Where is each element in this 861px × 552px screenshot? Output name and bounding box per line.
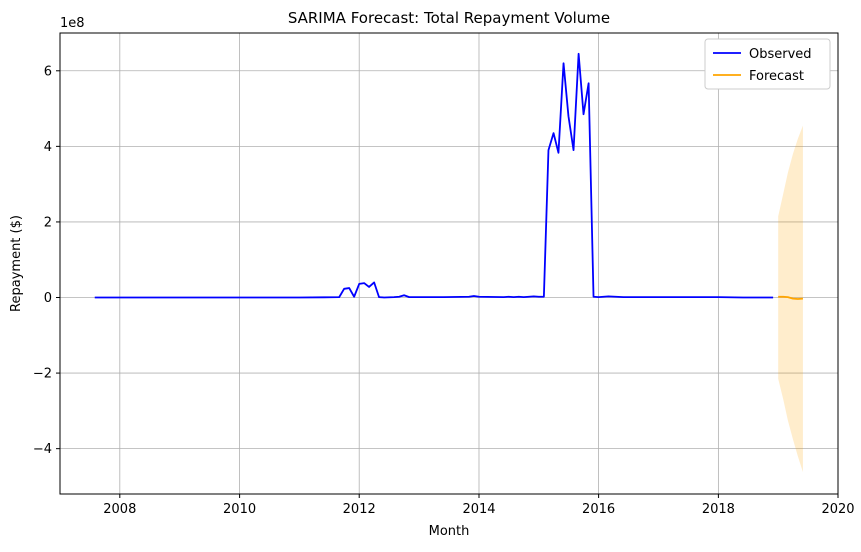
x-tick-label: 2014 [462, 502, 495, 517]
legend-label-forecast: Forecast [749, 69, 804, 84]
legend-box [704, 38, 831, 90]
y-axis-label: Repayment ($) [9, 215, 24, 312]
x-axis-label: Month [429, 524, 470, 539]
tick-layer: 2008 2010 2012 2014 2016 2018 2020 −4 −2 0 2 4 6 [33, 64, 855, 517]
x-tick-label: 2020 [821, 502, 854, 517]
y-tick-label: −2 [33, 367, 52, 382]
plot-frame [59, 32, 839, 495]
x-tick-label: 2016 [582, 502, 615, 517]
observed-series-line [94, 52, 774, 299]
chart-title: SARIMA Forecast: Total Repayment Volume [288, 9, 610, 27]
x-tick-label: 2010 [223, 502, 256, 517]
y-tick-label: 6 [44, 64, 52, 79]
y-tick-label: 4 [44, 140, 52, 155]
y-tick-label: −4 [33, 442, 52, 457]
x-tick-label: 2012 [343, 502, 376, 517]
legend-label-observed: Observed [749, 47, 812, 62]
y-axis-offset-label: 1e8 [60, 16, 85, 31]
x-tick-label: 2018 [702, 502, 735, 517]
y-tick-label: 0 [44, 291, 52, 306]
forecast-series-line [778, 295, 804, 300]
y-tick-label: 2 [44, 215, 52, 230]
x-tick-label: 2008 [103, 502, 136, 517]
series-layer [94, 52, 804, 300]
legend: Observed Forecast [704, 38, 831, 90]
